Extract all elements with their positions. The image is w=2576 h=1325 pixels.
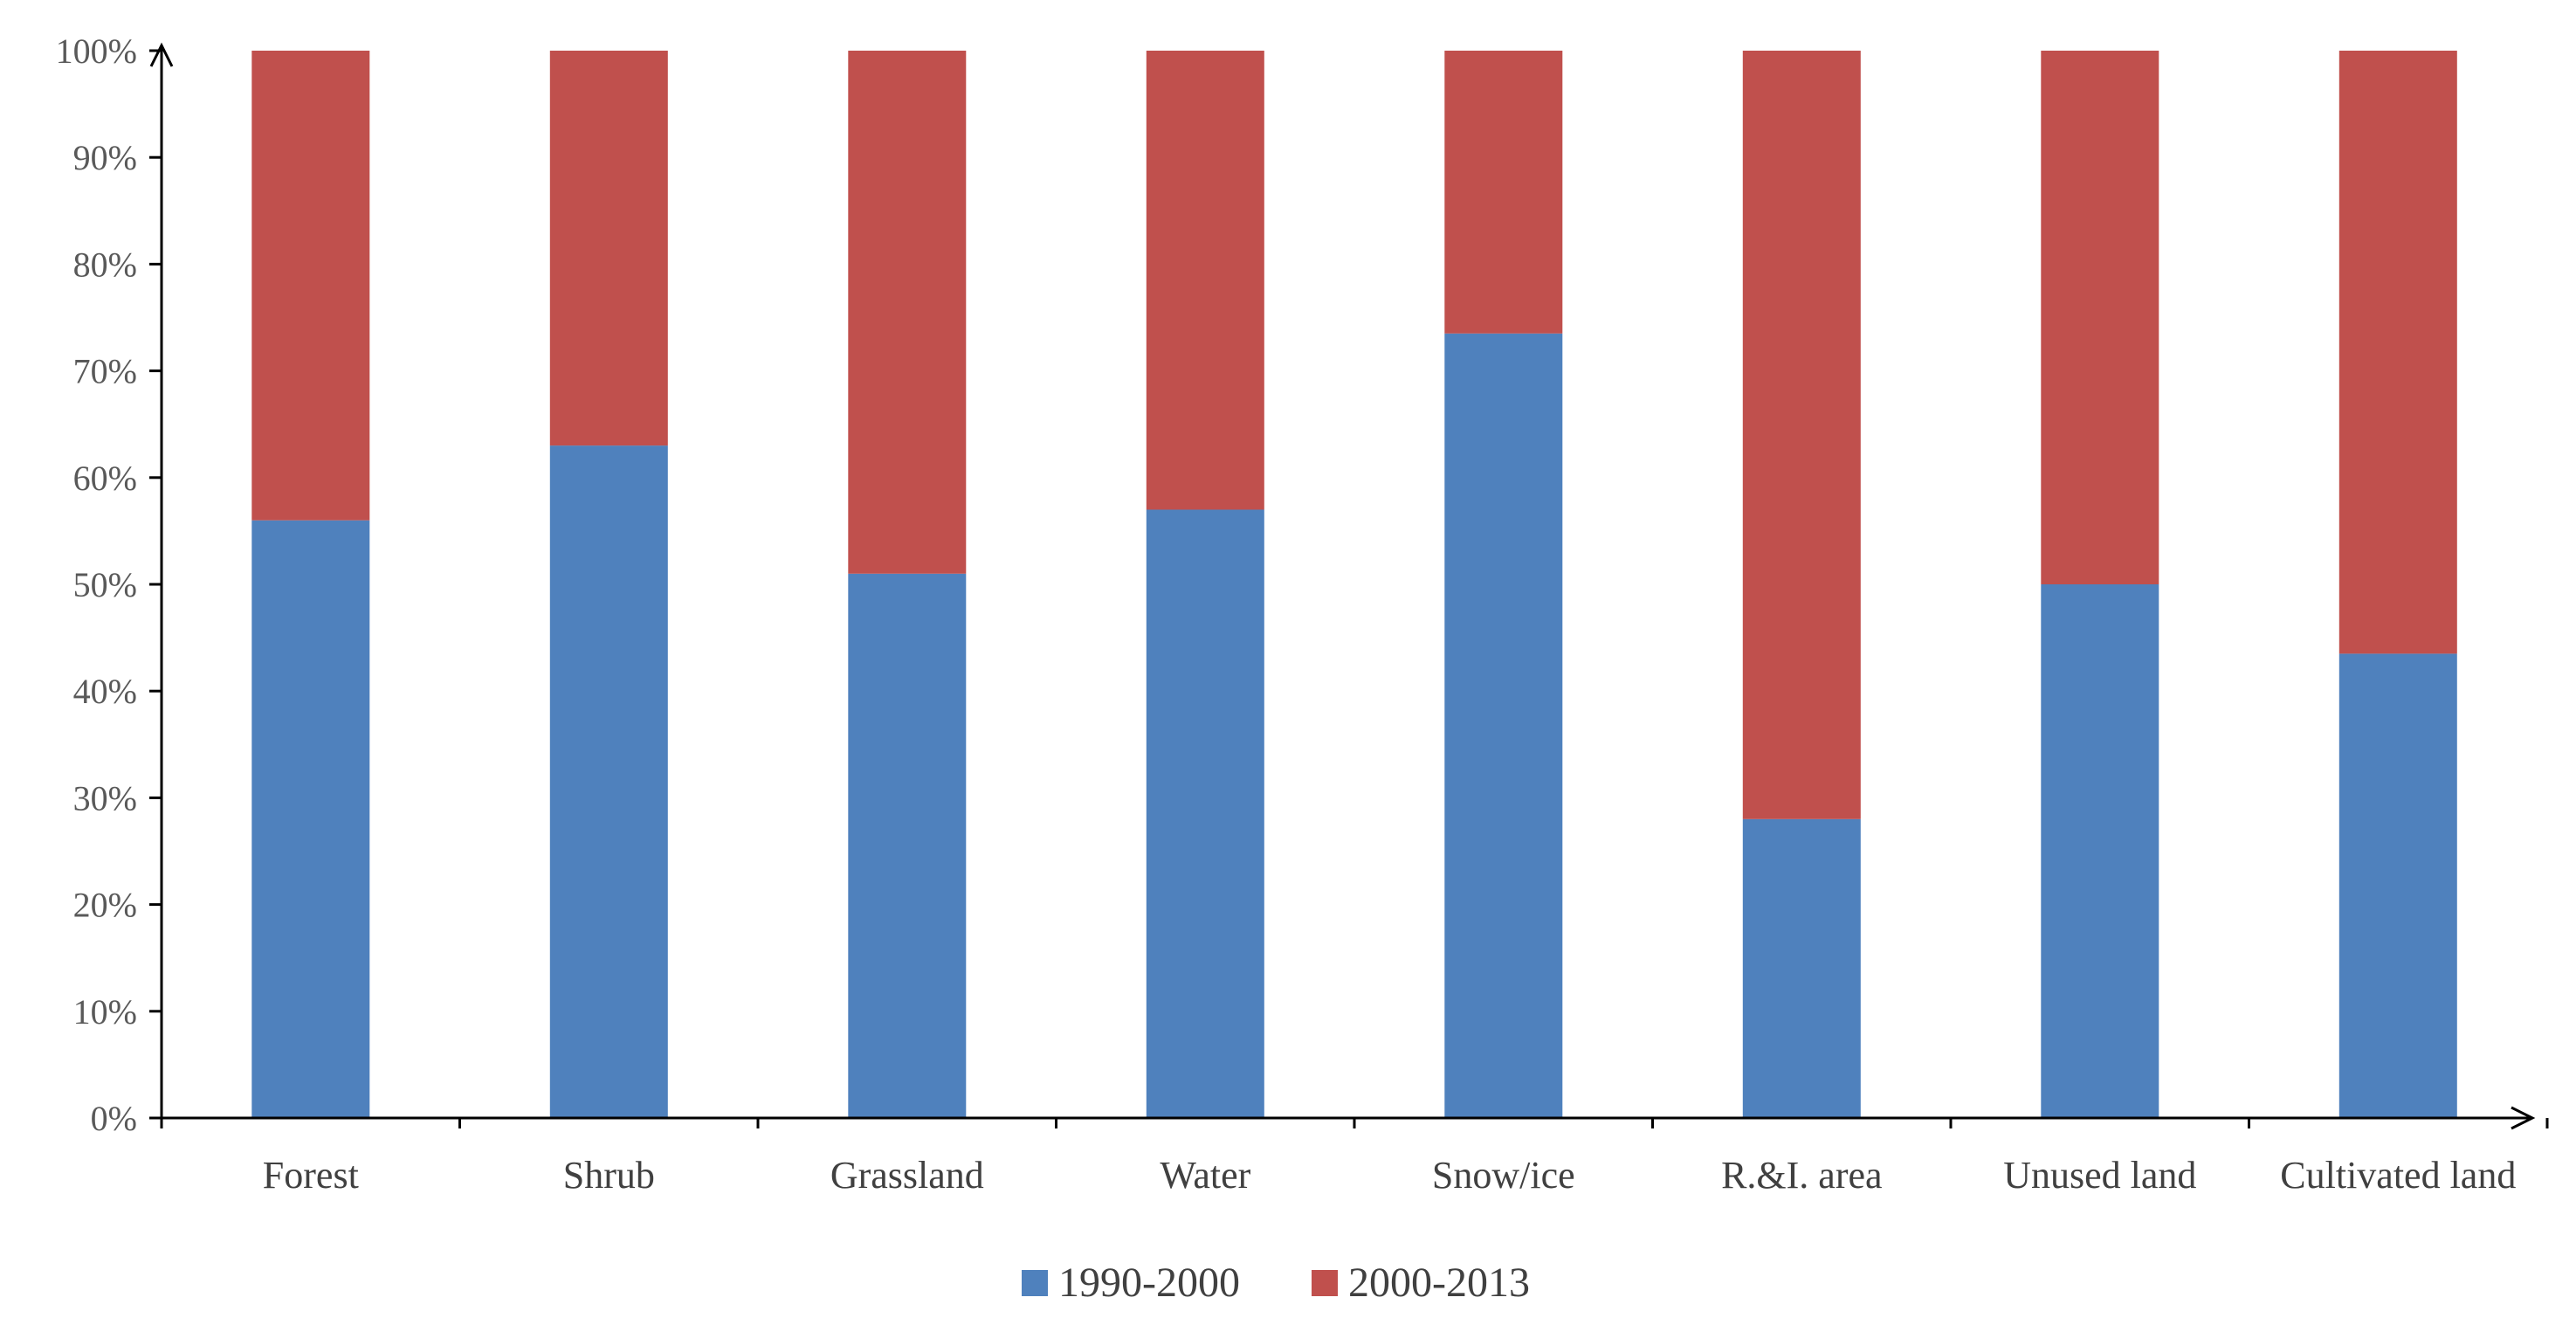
bar-series1-0 (251, 520, 370, 1118)
y-tick-label: 60% (73, 459, 137, 498)
bar-series2-5 (1742, 51, 1861, 819)
bar-series1-5 (1742, 818, 1861, 1118)
y-tick-label: 100% (56, 31, 137, 71)
bar-series2-4 (1444, 51, 1563, 334)
bar-series1-4 (1444, 333, 1563, 1118)
x-axis-arrow (2511, 1106, 2536, 1130)
y-tick-label: 10% (73, 992, 137, 1032)
bars-group (251, 51, 2457, 1119)
bar-series1-1 (549, 445, 668, 1119)
x-axis: Forest Shrub Grassland Water Snow/ice R.&I. a… (149, 1106, 2549, 1197)
legend-label: 2000-2013 (1348, 1259, 1530, 1306)
x-tick-label: Water (1160, 1154, 1250, 1197)
y-tick-label: 40% (73, 672, 137, 711)
x-tick-label: Unused land (2003, 1154, 2196, 1197)
y-tick-label: 50% (73, 565, 137, 604)
y-axis-arrow (149, 42, 174, 67)
y-tick-label: 30% (73, 778, 137, 818)
bar-series1-2 (848, 573, 967, 1118)
bar-series2-3 (1146, 51, 1264, 510)
legend-label: 1990-2000 (1058, 1259, 1240, 1306)
x-tick-label: R.&I. area (1721, 1154, 1882, 1197)
x-tick-label: Grassland (830, 1154, 984, 1197)
y-axis: 0% 10% 20% 30% 40% 50% 60% 70% 80% 90% 100% (56, 31, 174, 1138)
legend: 1990-2000 2000-2013 (1022, 1259, 1530, 1306)
legend-swatch (1022, 1270, 1048, 1296)
bar-series2-2 (848, 51, 967, 574)
y-tick-label: 80% (73, 245, 137, 284)
bar-series2-6 (2041, 51, 2159, 584)
bar-series2-7 (2338, 51, 2457, 654)
x-tick-label: Cultivated land (2280, 1154, 2516, 1197)
bar-series2-1 (549, 51, 668, 446)
bar-series1-3 (1146, 509, 1264, 1118)
legend-swatch (1312, 1270, 1338, 1296)
bar-series2-0 (251, 51, 370, 521)
y-tick-label: 20% (73, 886, 137, 925)
y-tick-label: 0% (91, 1099, 137, 1138)
x-tick-label: Shrub (563, 1154, 655, 1197)
y-tick-label: 70% (73, 352, 137, 391)
bar-series1-7 (2338, 653, 2457, 1118)
bar-series1-6 (2041, 584, 2159, 1118)
y-tick-label: 90% (73, 138, 137, 177)
x-tick-label: Forest (263, 1154, 359, 1197)
x-tick-label: Snow/ice (1432, 1154, 1575, 1197)
